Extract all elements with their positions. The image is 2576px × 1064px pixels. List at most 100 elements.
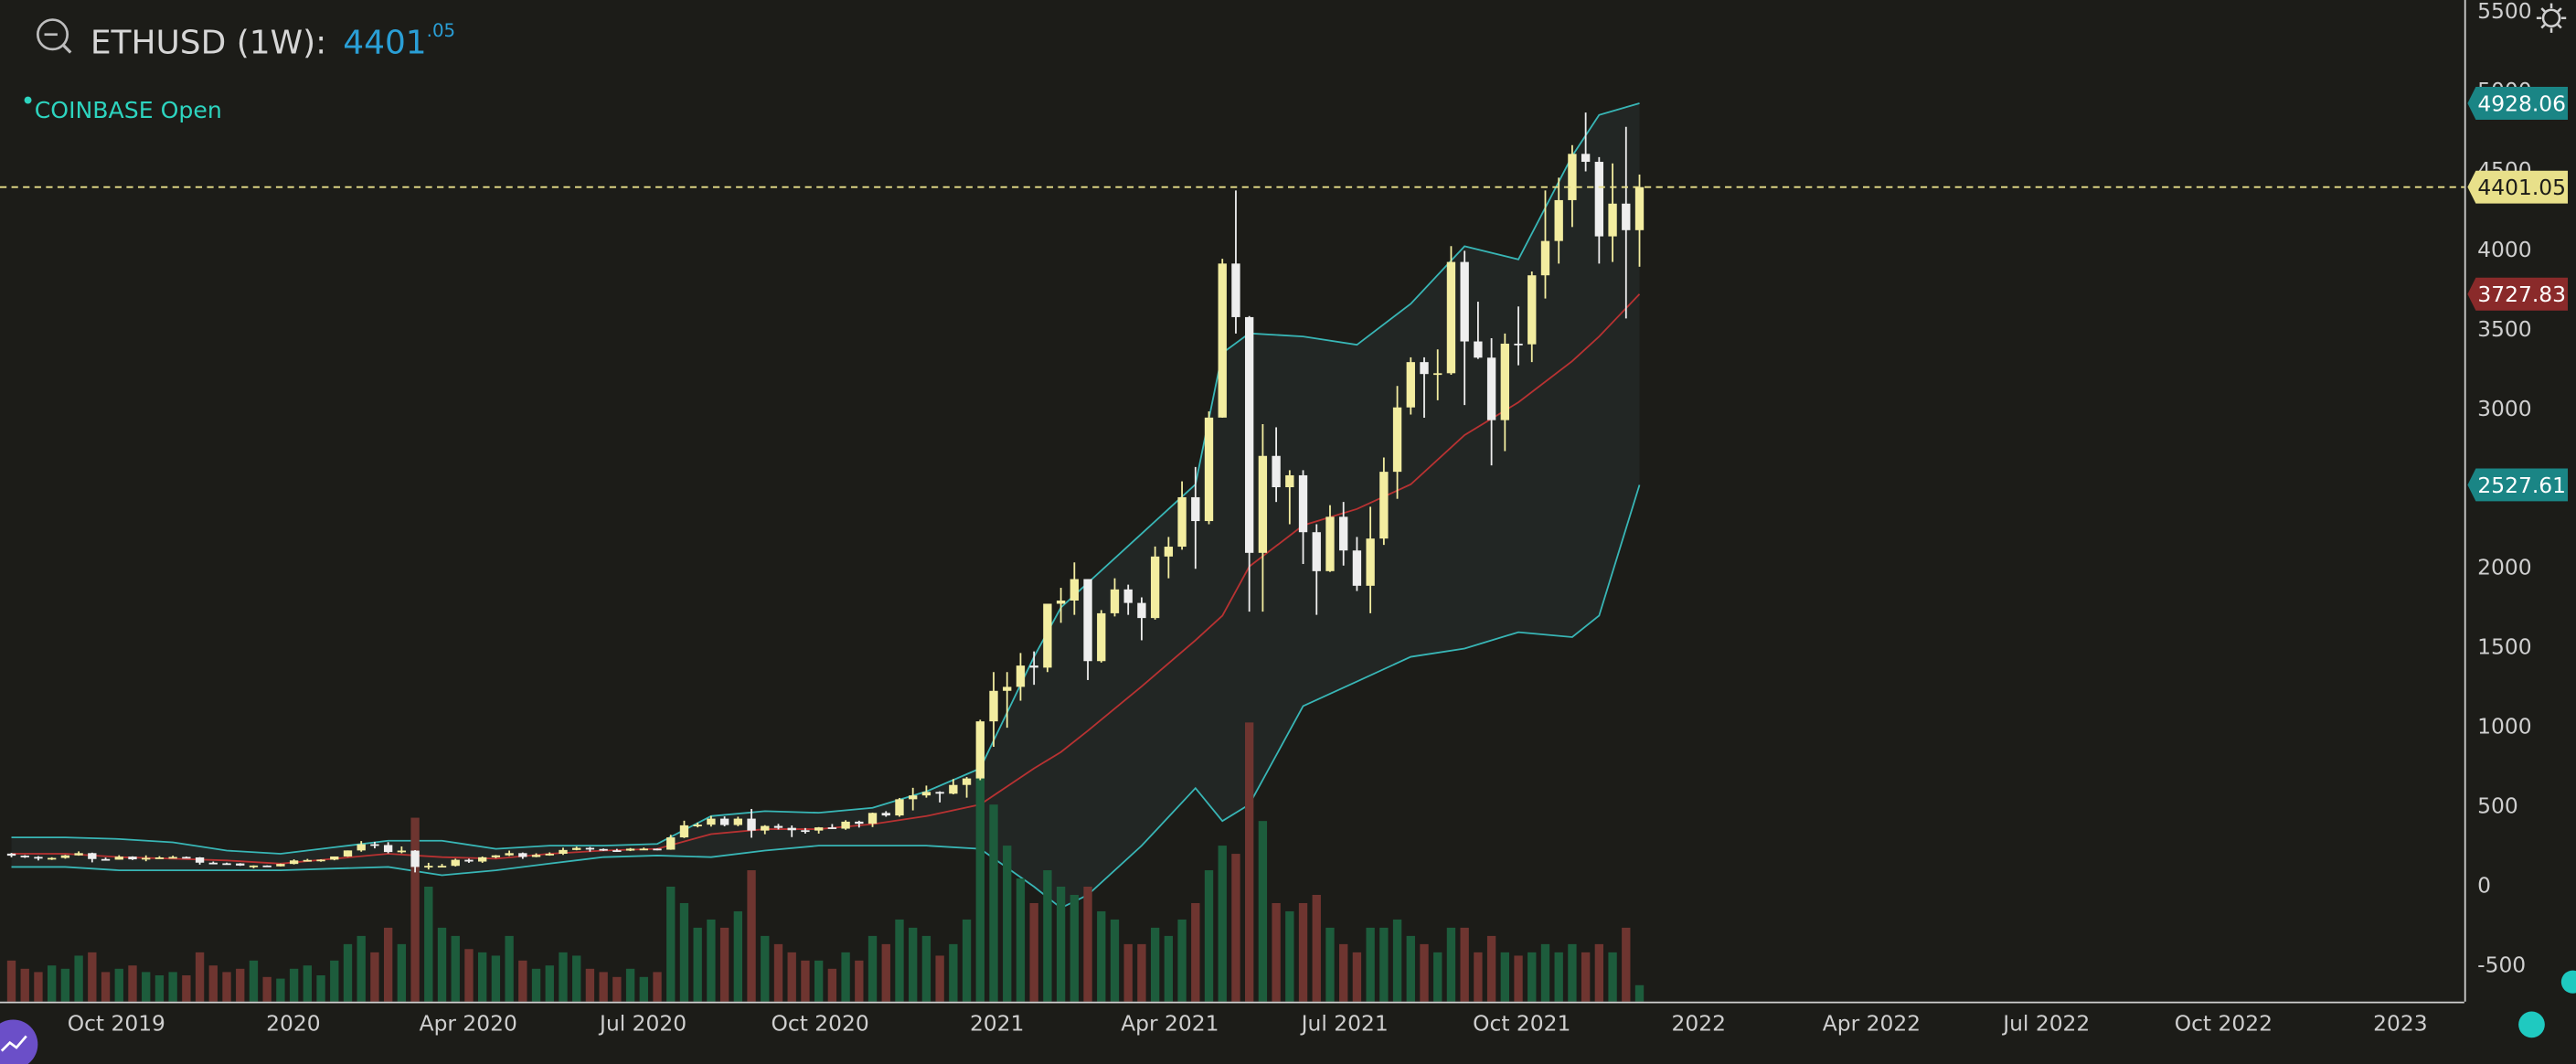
candle-body (330, 856, 339, 860)
candle-body (747, 818, 756, 831)
status-button[interactable] (2518, 1011, 2545, 1038)
volume-bar (1581, 952, 1591, 1002)
candle-body (1352, 550, 1362, 586)
candle-body (868, 813, 878, 825)
candle-body (236, 863, 245, 866)
volume-bar (1056, 887, 1066, 1002)
indicator-button-icon (0, 1035, 27, 1052)
candle-body (1285, 474, 1294, 488)
volume-bar (74, 955, 83, 1002)
search-icon[interactable] (36, 18, 72, 54)
volume-bar (154, 975, 165, 1002)
price-fraction: .05 (427, 20, 455, 41)
y-tick-label: 4000 (2477, 237, 2531, 262)
volume-bar (1123, 943, 1133, 1002)
volume-bar (437, 927, 447, 1002)
y-tick-label: 5500 (2477, 0, 2531, 24)
candle-body (518, 853, 527, 857)
candle-body (168, 857, 177, 859)
y-tick-label: 1500 (2477, 634, 2531, 660)
candle-body (1500, 343, 1509, 420)
candle-body (787, 827, 796, 831)
settings-icon-rays (2536, 3, 2567, 33)
candle-body (1379, 472, 1389, 539)
candle-body (464, 859, 474, 862)
price-integer: 4401 (343, 25, 426, 62)
volume-bar (1634, 984, 1645, 1002)
candle-body (182, 857, 191, 859)
candle-body (679, 825, 689, 838)
candle-body (1540, 240, 1550, 276)
candle-body (1191, 496, 1200, 522)
volume-bar (1150, 927, 1160, 1002)
header: ETHUSD (1W): 4401.05 (90, 20, 455, 62)
volume-bar (531, 968, 541, 1002)
candle-body (1460, 261, 1469, 342)
x-tick-label: Jul 2022 (2001, 1010, 2090, 1036)
volume-bar (101, 972, 111, 1002)
candle-body (895, 799, 904, 816)
candle-body (424, 866, 433, 868)
volume-bar (410, 817, 420, 1002)
candle-body (733, 818, 743, 825)
side-button[interactable] (2560, 970, 2576, 994)
volume-bar (1608, 952, 1617, 1002)
candle-body (1634, 186, 1645, 230)
volume-bar (572, 955, 581, 1002)
candle-body (1366, 538, 1375, 586)
volume-bar (639, 976, 648, 1002)
candle-body (949, 784, 958, 794)
candle-body (1110, 589, 1120, 613)
x-tick-label: Apr 2020 (420, 1010, 517, 1036)
volume-bar (1244, 722, 1254, 1002)
volume-bar (666, 887, 676, 1002)
volume-bar (1514, 955, 1523, 1002)
search-icon-handle (62, 44, 72, 54)
candle-body (1406, 362, 1415, 408)
volume-bar (195, 952, 205, 1002)
candle-body (841, 821, 850, 829)
settings-icon[interactable] (2536, 3, 2567, 33)
x-tick-label: Oct 2022 (2175, 1010, 2273, 1036)
candle-body (1568, 154, 1577, 200)
band-fill (11, 103, 1640, 909)
candle-body (801, 830, 810, 833)
x-tick-label: Jul 2020 (598, 1010, 687, 1036)
candle-body (208, 862, 218, 865)
candle-body (222, 863, 231, 866)
volume-bar (733, 910, 743, 1002)
volume-bar (841, 952, 850, 1002)
volume-bar (921, 935, 931, 1002)
candle-body (6, 853, 16, 857)
candle-body (74, 853, 83, 856)
candle-body (1150, 556, 1160, 619)
volume-bar (1204, 870, 1214, 1002)
candle-body (60, 855, 70, 858)
candle-body (585, 847, 595, 850)
candle-body (989, 690, 998, 722)
volume-bar (478, 952, 487, 1002)
volume-bar (1366, 927, 1375, 1002)
volume-bar (1433, 952, 1442, 1002)
x-tick-label: 2023 (2373, 1010, 2427, 1036)
candle-body (653, 848, 662, 851)
volume-bar (276, 978, 285, 1002)
y-tick-label: 3000 (2477, 396, 2531, 421)
volume-bar (707, 919, 716, 1002)
volume-bar (773, 943, 783, 1002)
indicator-button[interactable] (0, 1019, 38, 1064)
candle-body (343, 850, 353, 857)
volume-bar (1568, 943, 1577, 1002)
price-box (2467, 170, 2569, 204)
candle-body (1433, 373, 1442, 376)
volume-bar (1097, 910, 1106, 1002)
volume-bar (612, 976, 622, 1002)
candle-body (693, 825, 702, 826)
volume-bar (599, 972, 608, 1002)
candle-body (599, 848, 608, 851)
volume-bar (679, 902, 689, 1002)
volume-bar (653, 972, 662, 1002)
volume-bar (1191, 902, 1200, 1002)
